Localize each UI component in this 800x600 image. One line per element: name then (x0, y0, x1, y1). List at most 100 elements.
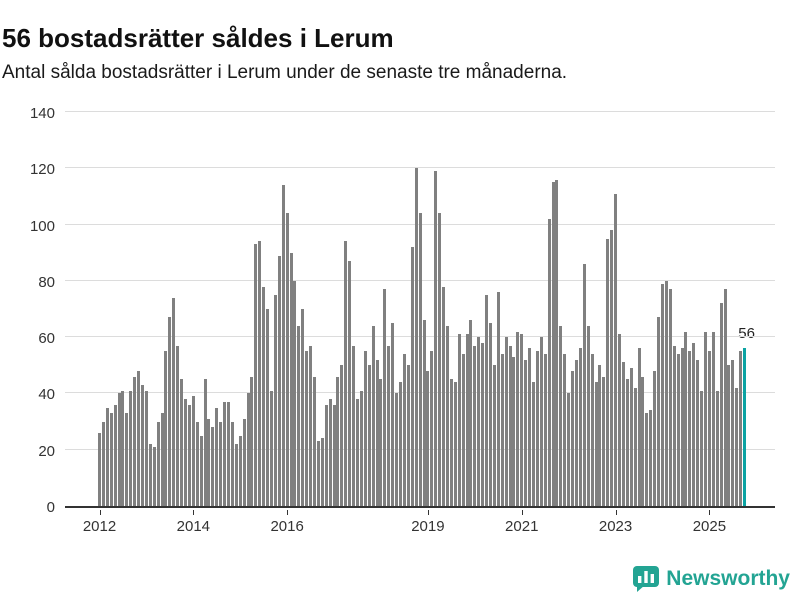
bar (465, 334, 469, 506)
bar (684, 331, 688, 506)
bar (653, 370, 657, 506)
bar (332, 404, 336, 506)
bar (191, 396, 195, 506)
bar (227, 401, 231, 506)
x-tick-label: 2021 (505, 518, 539, 535)
bar (614, 193, 618, 506)
bar (266, 309, 270, 506)
bar (582, 263, 586, 506)
bar (207, 418, 211, 506)
x-tick-mark (709, 510, 711, 515)
x-tick-mark (521, 510, 523, 515)
bar (270, 390, 274, 506)
x-tick-label: 2025 (692, 518, 727, 535)
bar (230, 421, 234, 506)
bar (203, 379, 207, 506)
bar (574, 359, 578, 506)
y-tick-label: 40 (38, 386, 55, 404)
bar (246, 393, 250, 506)
bar (715, 390, 719, 506)
bar (442, 286, 446, 506)
bar (156, 421, 160, 506)
bar (371, 325, 375, 506)
newsworthy-wordmark: Newsworthy (666, 567, 790, 590)
bar (242, 418, 246, 506)
x-tick-label: 2014 (176, 518, 211, 535)
y-tick-label: 80 (38, 273, 55, 291)
y-tick-label: 120 (29, 161, 55, 179)
gridline (65, 167, 775, 169)
bar (481, 342, 485, 506)
bar (250, 376, 254, 506)
bar (199, 435, 203, 506)
bar (657, 317, 661, 506)
bar (391, 323, 395, 506)
bar (469, 320, 473, 506)
bar (297, 325, 301, 506)
x-tick-mark (287, 510, 289, 515)
y-axis: 0 20 40 60 80 100 120 140 (0, 105, 55, 516)
bar (680, 348, 684, 506)
bar (395, 393, 399, 506)
bar (524, 359, 528, 506)
bar (719, 303, 723, 506)
bar (148, 444, 152, 506)
bar (676, 354, 680, 506)
bar (125, 413, 129, 506)
bar (144, 390, 148, 506)
x-axis: 2012 2014 2016 2019 2021 2023 2025 (65, 510, 775, 544)
y-tick-label: 140 (29, 105, 55, 122)
bar (457, 334, 461, 506)
bar (578, 348, 582, 506)
bar (375, 359, 379, 506)
bar (101, 421, 105, 506)
bar-highlight (743, 348, 747, 506)
bar (739, 351, 743, 506)
bar (539, 337, 543, 506)
x-tick-label: 2012 (82, 518, 117, 535)
x-tick-mark (615, 510, 617, 515)
bar (629, 368, 633, 506)
bar (356, 399, 360, 506)
bar (535, 351, 539, 506)
bar-chart: 0 20 40 60 80 100 120 140 56 2012 2014 2016 2019 20… (0, 105, 800, 550)
bar (344, 241, 348, 506)
bar (504, 337, 508, 506)
bar (129, 390, 133, 506)
bar (430, 351, 434, 506)
bar (668, 289, 672, 506)
bar (703, 331, 707, 506)
bar (660, 283, 664, 506)
bar (438, 213, 442, 506)
bar (598, 365, 602, 506)
bar (449, 379, 453, 506)
y-tick-label: 0 (46, 499, 55, 516)
bar (625, 379, 629, 506)
bar (700, 390, 704, 506)
bar (352, 345, 356, 506)
bar (410, 247, 414, 506)
newsworthy-logo[interactable]: Newsworthy (633, 566, 790, 592)
bar (414, 168, 418, 506)
bar (434, 171, 438, 506)
bar (723, 289, 727, 506)
bar (234, 444, 238, 506)
bar (473, 345, 477, 506)
bar (367, 365, 371, 506)
newsworthy-icon (633, 566, 660, 592)
bar (117, 393, 121, 506)
bar (98, 432, 101, 506)
bar (133, 376, 137, 506)
bar (254, 244, 258, 506)
bar (488, 323, 492, 506)
bar (500, 354, 504, 506)
bar (617, 334, 621, 506)
bar (606, 238, 610, 506)
bar (426, 370, 430, 506)
bar (664, 280, 668, 506)
chart-subtitle: Antal sålda bostadsrätter i Lerum under … (2, 62, 568, 83)
bar (567, 393, 571, 506)
bar (402, 354, 406, 506)
bar (547, 218, 551, 506)
bar (316, 441, 320, 506)
